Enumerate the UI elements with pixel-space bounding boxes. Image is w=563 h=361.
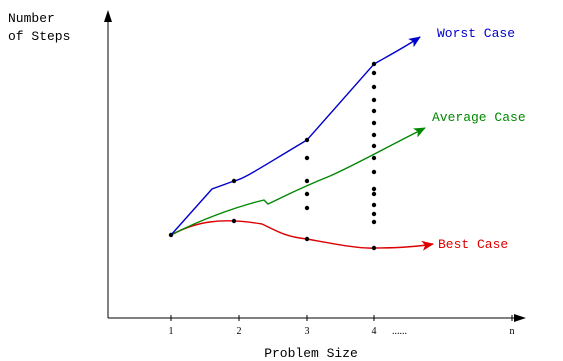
dot-n4-10	[371, 169, 377, 175]
y-axis-label-line1: Number	[8, 11, 55, 26]
x-ticks	[170, 315, 513, 321]
best-case-curve	[170, 220, 434, 251]
dot-n4-7	[371, 132, 377, 138]
data-points	[168, 61, 377, 251]
dot-n4-15	[371, 219, 377, 225]
axes	[104, 10, 526, 322]
dot-n3-5	[304, 205, 310, 211]
dot-n3-4	[304, 191, 310, 197]
dot-n3-1	[304, 137, 310, 143]
y-axis-arrow	[104, 10, 112, 22]
x-tick-label-3: 3	[305, 326, 310, 337]
dot-n3-3	[304, 178, 310, 184]
x-tick-label-1: 1	[169, 326, 174, 337]
x-tick-label-2: 2	[237, 326, 242, 337]
dot-n4-2	[371, 70, 377, 76]
dot-n4-3	[371, 84, 377, 90]
dot-n4-12	[371, 191, 377, 197]
dot-n4-14	[371, 211, 377, 217]
average-case-curve	[170, 127, 426, 236]
dot-n3-6	[304, 236, 310, 242]
dot-n4-1	[371, 61, 377, 67]
x-tick-label-4: 4	[372, 326, 377, 337]
dot-origin	[168, 232, 174, 238]
y-axis-label-line2: of Steps	[8, 29, 70, 44]
average-case-label: Average Case	[432, 110, 526, 125]
best-case-label: Best Case	[438, 237, 508, 252]
dot-n4-5	[371, 108, 377, 114]
x-axis-label: Problem Size	[264, 346, 358, 361]
dot-n4-11	[371, 186, 377, 192]
dot-n2-worst	[231, 178, 237, 184]
worst-case-curve	[170, 36, 421, 236]
dot-n4-13	[371, 202, 377, 208]
dot-n3-2	[304, 155, 310, 161]
dot-n4-6	[371, 120, 377, 126]
x-axis-arrow	[514, 314, 526, 322]
dot-n4-8	[371, 143, 377, 149]
dot-n2-best	[231, 218, 237, 224]
dot-n4-9	[371, 155, 377, 161]
dot-n4-4	[371, 97, 377, 103]
x-tick-label-n: n	[510, 326, 515, 337]
x-ellipsis: ......	[392, 326, 407, 337]
worst-case-label: Worst Case	[437, 26, 515, 41]
dot-n4-16	[371, 245, 377, 251]
